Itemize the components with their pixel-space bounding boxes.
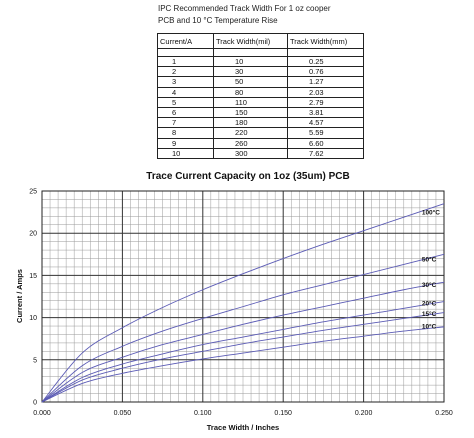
y-tick-label: 15 bbox=[29, 273, 37, 280]
cell-current: 2 bbox=[157, 66, 214, 78]
series-label: 30°C bbox=[422, 281, 437, 289]
table-caption-line2: PCB and 10 °C Temperature Rise bbox=[158, 16, 278, 25]
table-row: 6 150 3.81 bbox=[157, 106, 364, 119]
table-row: 1 10 0.25 bbox=[157, 55, 364, 68]
x-tick-label: 0.150 bbox=[274, 410, 292, 417]
x-tick-label: 0.100 bbox=[194, 410, 212, 417]
x-tick-label: 0.250 bbox=[435, 410, 453, 417]
cell-current: 8 bbox=[157, 127, 214, 139]
chart-curves bbox=[41, 203, 445, 403]
cell-width-mm: 6.60 bbox=[287, 137, 364, 149]
cell-width-mil: 260 bbox=[213, 137, 288, 149]
y-tick-label: 5 bbox=[33, 357, 37, 364]
y-axis-label: Current / Amps bbox=[15, 269, 24, 323]
cell-current: 4 bbox=[157, 86, 214, 98]
cell-width-mm: 4.57 bbox=[287, 117, 364, 129]
header-width-mm: Track Width(mm) bbox=[287, 33, 364, 49]
table-row: 10 300 7.62 bbox=[157, 147, 364, 159]
cell-width-mil: 80 bbox=[213, 86, 288, 98]
plot-frame bbox=[41, 190, 445, 403]
series-label: 20°C bbox=[422, 300, 437, 308]
cell-width-mm: 0.76 bbox=[287, 66, 364, 78]
series-line bbox=[41, 281, 445, 403]
table-caption-line1: IPC Recommended Track Width For 1 oz coo… bbox=[158, 4, 331, 13]
series-line bbox=[41, 253, 445, 403]
table-row: 2 30 0.76 bbox=[157, 66, 364, 78]
x-tick-label: 0.200 bbox=[355, 410, 373, 417]
series-label: 10°C bbox=[422, 322, 437, 330]
series-line bbox=[41, 203, 445, 403]
table-spacer-row bbox=[157, 48, 364, 57]
table-body: 1 10 0.25 2 30 0.76 3 50 1.27 4 80 2.03 5 110 2.79 6 150… bbox=[157, 48, 364, 159]
series-line bbox=[41, 301, 445, 403]
cell-width-mil: 180 bbox=[213, 117, 288, 129]
cell-current: 10 bbox=[157, 147, 214, 159]
x-axis-label: Trace Width / Inches bbox=[207, 423, 279, 432]
chart-grid bbox=[41, 190, 445, 403]
table-row: 8 220 5.59 bbox=[157, 127, 364, 139]
y-tick-label: 0 bbox=[33, 400, 37, 407]
cell-width-mm: 1.27 bbox=[287, 76, 364, 88]
cell-width-mm: 5.59 bbox=[287, 127, 364, 139]
header-current: Current/A bbox=[157, 33, 214, 49]
cell-width-mil: 10 bbox=[213, 55, 288, 68]
header-width-mil: Track Width(mil) bbox=[213, 33, 288, 49]
cell-width-mil: 30 bbox=[213, 66, 288, 78]
series-label: 15°C bbox=[422, 310, 437, 318]
x-tick-label: 0.000 bbox=[33, 410, 51, 417]
cell-current: 6 bbox=[157, 106, 214, 119]
cell-width-mm: 2.03 bbox=[287, 86, 364, 98]
cell-width-mm: 7.62 bbox=[287, 147, 364, 159]
table-row: 9 260 6.60 bbox=[157, 137, 364, 149]
cell-current: 1 bbox=[157, 55, 214, 68]
trace-current-chart: Trace Current Capacity on 1oz (35um) PCB… bbox=[15, 171, 453, 432]
cell-width-mil: 220 bbox=[213, 127, 288, 139]
cell-current: 7 bbox=[157, 117, 214, 129]
chart-ticks: 0.000 0.050 0.100 0.150 0.200 0.250 0 5 10 15 20 25 bbox=[29, 189, 453, 418]
y-tick-label: 10 bbox=[29, 315, 37, 322]
series-label: 100°C bbox=[422, 208, 440, 216]
series-line bbox=[41, 312, 445, 403]
series-line bbox=[41, 326, 445, 403]
y-tick-label: 25 bbox=[29, 189, 37, 196]
cell-current: 9 bbox=[157, 137, 214, 149]
table-row: 4 80 2.03 bbox=[157, 86, 364, 98]
cell-width-mm: 0.25 bbox=[287, 55, 364, 68]
cell-current: 5 bbox=[157, 96, 214, 108]
cell-current: 3 bbox=[157, 76, 214, 88]
cell-width-mil: 50 bbox=[213, 76, 288, 88]
cell-width-mm: 2.79 bbox=[287, 96, 364, 108]
table-caption: IPC Recommended Track Width For 1 oz coo… bbox=[158, 3, 331, 27]
table-row: 3 50 1.27 bbox=[157, 76, 364, 88]
cell-width-mil: 110 bbox=[213, 96, 288, 108]
cell-width-mil: 150 bbox=[213, 106, 288, 119]
chart-title: Trace Current Capacity on 1oz (35um) PCB bbox=[146, 171, 349, 182]
series-label: 50°C bbox=[422, 256, 437, 264]
chart-series-labels: 100°C 50°C 30°C 20°C 15°C 10°C bbox=[422, 208, 440, 330]
cell-width-mm: 3.81 bbox=[287, 106, 364, 119]
y-tick-label: 20 bbox=[29, 231, 37, 238]
table-row: 7 180 4.57 bbox=[157, 117, 364, 129]
table-row: 5 110 2.79 bbox=[157, 96, 364, 108]
x-tick-label: 0.050 bbox=[114, 410, 132, 417]
ipc-track-width-table: Current/A Track Width(mil) Track Width(m… bbox=[157, 33, 364, 159]
cell-width-mil: 300 bbox=[213, 147, 288, 159]
table-header-row: Current/A Track Width(mil) Track Width(m… bbox=[157, 33, 364, 49]
